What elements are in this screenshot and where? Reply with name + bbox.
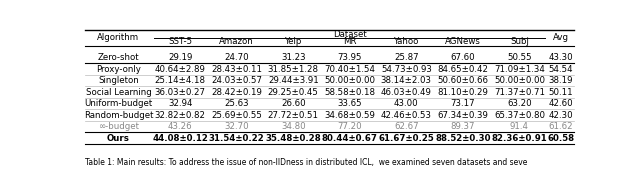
Text: AGNews: AGNews — [445, 37, 481, 46]
Text: 25.14±4.18: 25.14±4.18 — [155, 76, 205, 85]
Text: 42.60: 42.60 — [548, 99, 573, 108]
Text: Ours: Ours — [107, 134, 130, 142]
Text: 91.4: 91.4 — [510, 122, 529, 131]
Text: Algorithm: Algorithm — [97, 33, 140, 42]
Text: 34.68±0.59: 34.68±0.59 — [324, 111, 375, 120]
Text: 28.42±0.19: 28.42±0.19 — [211, 87, 262, 96]
Text: 54.54: 54.54 — [548, 65, 573, 74]
Text: 58.58±0.18: 58.58±0.18 — [324, 87, 375, 96]
Text: Table 1: Main results: To address the issue of non-IIDness in distributed ICL,  : Table 1: Main results: To address the is… — [85, 158, 527, 167]
Text: 61.67±0.25: 61.67±0.25 — [378, 134, 435, 142]
Text: 36.03±0.27: 36.03±0.27 — [155, 87, 205, 96]
Text: 29.19: 29.19 — [168, 53, 193, 62]
Text: 84.65±0.42: 84.65±0.42 — [437, 65, 488, 74]
Text: 50.55: 50.55 — [507, 53, 532, 62]
Text: 67.60: 67.60 — [451, 53, 476, 62]
Text: 24.70: 24.70 — [225, 53, 249, 62]
Text: 81.10±0.29: 81.10±0.29 — [438, 87, 488, 96]
Text: 42.46±0.53: 42.46±0.53 — [381, 111, 432, 120]
Text: 54.73±0.93: 54.73±0.93 — [381, 65, 432, 74]
Text: Social Learning: Social Learning — [86, 87, 151, 96]
Text: 50.11: 50.11 — [548, 87, 573, 96]
Text: SST-5: SST-5 — [168, 37, 192, 46]
Text: Proxy-only: Proxy-only — [96, 65, 141, 74]
Text: 89.37: 89.37 — [451, 122, 475, 131]
Text: 44.08±0.12: 44.08±0.12 — [152, 134, 208, 142]
Text: Amazon: Amazon — [220, 37, 254, 46]
Text: MR: MR — [343, 37, 356, 46]
Text: Yahoo: Yahoo — [394, 37, 419, 46]
Text: 25.87: 25.87 — [394, 53, 419, 62]
Text: 63.20: 63.20 — [507, 99, 532, 108]
Text: 67.34±0.39: 67.34±0.39 — [438, 111, 488, 120]
Text: 71.09±1.34: 71.09±1.34 — [494, 65, 545, 74]
Text: 60.58: 60.58 — [547, 134, 574, 142]
Text: 42.30: 42.30 — [548, 111, 573, 120]
Text: Random-budget: Random-budget — [84, 111, 153, 120]
Text: Zero-shot: Zero-shot — [98, 53, 140, 62]
Text: Uniform-budget: Uniform-budget — [84, 99, 152, 108]
Text: 31.85±1.28: 31.85±1.28 — [268, 65, 319, 74]
Text: 26.60: 26.60 — [281, 99, 305, 108]
Text: 65.37±0.80: 65.37±0.80 — [494, 111, 545, 120]
Text: Avg: Avg — [552, 33, 568, 42]
Text: 73.95: 73.95 — [337, 53, 362, 62]
Text: Subj: Subj — [510, 37, 529, 46]
Text: 62.67: 62.67 — [394, 122, 419, 131]
Text: 43.30: 43.30 — [548, 53, 573, 62]
Text: Singleton: Singleton — [98, 76, 139, 85]
Text: 29.25±0.45: 29.25±0.45 — [268, 87, 319, 96]
Text: 77.20: 77.20 — [337, 122, 362, 131]
Text: 61.62: 61.62 — [548, 122, 573, 131]
Text: 80.44±0.67: 80.44±0.67 — [322, 134, 378, 142]
Text: 50.60±0.66: 50.60±0.66 — [437, 76, 488, 85]
Text: 50.00±0.00: 50.00±0.00 — [324, 76, 375, 85]
Text: 32.82±0.82: 32.82±0.82 — [155, 111, 205, 120]
Text: 38.14±2.03: 38.14±2.03 — [381, 76, 432, 85]
Text: 82.36±0.91: 82.36±0.91 — [492, 134, 547, 142]
Text: 38.19: 38.19 — [548, 76, 573, 85]
Text: 43.26: 43.26 — [168, 122, 193, 131]
Text: 27.72±0.51: 27.72±0.51 — [268, 111, 319, 120]
Text: 50.00±0.00: 50.00±0.00 — [494, 76, 545, 85]
Text: 32.94: 32.94 — [168, 99, 193, 108]
Text: ∞-budget: ∞-budget — [98, 122, 139, 131]
Text: 24.03±0.57: 24.03±0.57 — [211, 76, 262, 85]
Text: 40.64±2.89: 40.64±2.89 — [155, 65, 205, 74]
Text: 25.69±0.55: 25.69±0.55 — [211, 111, 262, 120]
Text: 35.48±0.28: 35.48±0.28 — [266, 134, 321, 142]
Text: 28.43±0.11: 28.43±0.11 — [211, 65, 262, 74]
Text: Yelp: Yelp — [285, 37, 302, 46]
Text: 34.80: 34.80 — [281, 122, 305, 131]
Text: 25.63: 25.63 — [225, 99, 249, 108]
Text: 73.17: 73.17 — [451, 99, 476, 108]
Text: 71.37±0.71: 71.37±0.71 — [494, 87, 545, 96]
Text: 46.03±0.49: 46.03±0.49 — [381, 87, 432, 96]
Text: 29.44±3.91: 29.44±3.91 — [268, 76, 319, 85]
Text: 43.00: 43.00 — [394, 99, 419, 108]
Text: 33.65: 33.65 — [337, 99, 362, 108]
Text: 31.54±0.22: 31.54±0.22 — [209, 134, 264, 142]
Text: 88.52±0.30: 88.52±0.30 — [435, 134, 491, 142]
Text: 70.40±1.54: 70.40±1.54 — [324, 65, 375, 74]
Text: 32.70: 32.70 — [225, 122, 249, 131]
Text: 31.23: 31.23 — [281, 53, 305, 62]
Text: Dataset: Dataset — [333, 30, 367, 39]
